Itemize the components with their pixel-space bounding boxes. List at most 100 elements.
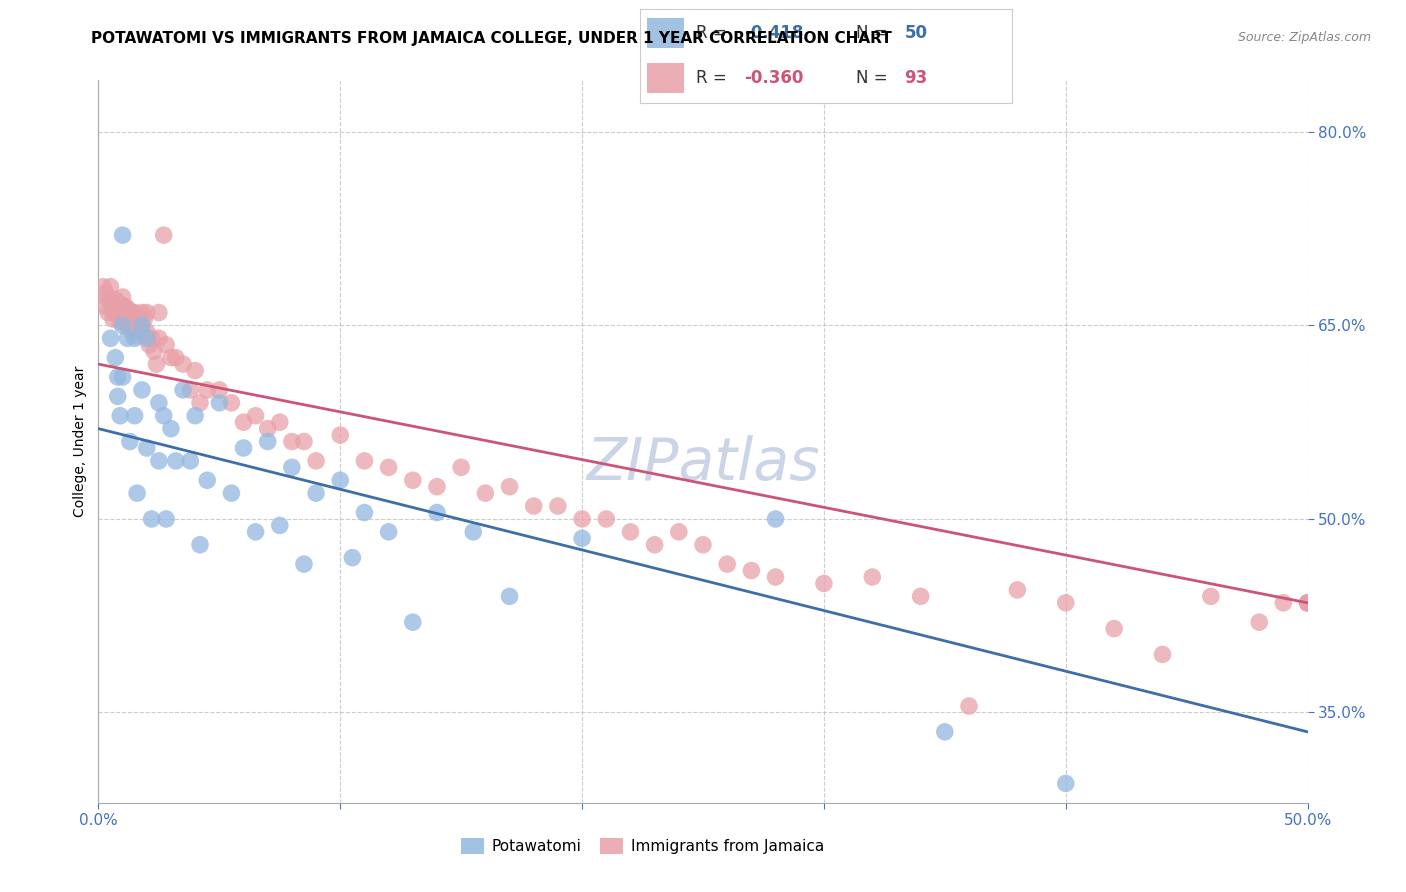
Point xyxy=(135,331,157,345)
Point xyxy=(292,434,315,449)
Bar xyxy=(647,18,685,48)
Point xyxy=(281,460,304,475)
Y-axis label: College, Under 1 year: College, Under 1 year xyxy=(73,366,87,517)
Point xyxy=(118,321,141,335)
Point xyxy=(1249,615,1271,630)
Point xyxy=(138,338,160,352)
Point xyxy=(329,428,352,442)
Point xyxy=(426,480,449,494)
Text: -0.418: -0.418 xyxy=(744,24,803,42)
Point xyxy=(740,564,762,578)
Point xyxy=(1102,622,1125,636)
Point xyxy=(498,480,520,494)
Point xyxy=(165,454,187,468)
Point xyxy=(813,576,835,591)
Point xyxy=(668,524,690,539)
Point xyxy=(107,295,129,310)
Point xyxy=(269,518,291,533)
Point xyxy=(117,318,139,333)
Point xyxy=(100,331,122,345)
Point xyxy=(100,279,122,293)
Point xyxy=(127,486,149,500)
Point xyxy=(474,486,496,500)
Point xyxy=(111,370,134,384)
Point xyxy=(101,312,124,326)
Point xyxy=(135,325,157,339)
Point xyxy=(547,499,569,513)
Point xyxy=(184,409,207,423)
Point xyxy=(934,724,956,739)
Text: -0.360: -0.360 xyxy=(744,70,803,87)
Point xyxy=(108,299,131,313)
Point xyxy=(1152,648,1174,662)
Point xyxy=(114,316,136,330)
Point xyxy=(245,409,267,423)
Point xyxy=(353,506,375,520)
Point xyxy=(450,460,472,475)
Point xyxy=(716,557,738,571)
Point xyxy=(765,570,787,584)
Point xyxy=(208,396,231,410)
Point xyxy=(188,396,211,410)
Point xyxy=(117,331,139,345)
Point xyxy=(692,538,714,552)
Point xyxy=(111,299,134,313)
Point xyxy=(145,357,167,371)
Point xyxy=(152,228,174,243)
Point xyxy=(232,415,254,429)
Point xyxy=(100,295,122,310)
Text: N =: N = xyxy=(856,24,893,42)
Point xyxy=(131,383,153,397)
Text: ZIPatlas: ZIPatlas xyxy=(586,434,820,491)
Point xyxy=(644,538,666,552)
Point xyxy=(143,344,166,359)
Point xyxy=(1296,596,1319,610)
Point xyxy=(135,305,157,319)
Point xyxy=(305,454,328,468)
Point xyxy=(523,499,546,513)
Point xyxy=(97,293,120,307)
Text: R =: R = xyxy=(696,70,731,87)
Point xyxy=(1272,596,1295,610)
Point xyxy=(107,370,129,384)
Point xyxy=(179,383,201,397)
Point xyxy=(221,486,243,500)
Legend: Potawatomi, Immigrants from Jamaica: Potawatomi, Immigrants from Jamaica xyxy=(456,832,830,860)
Point xyxy=(104,305,127,319)
Point xyxy=(281,434,304,449)
Point xyxy=(111,228,134,243)
Point xyxy=(131,318,153,333)
Point xyxy=(402,615,425,630)
Point xyxy=(148,396,170,410)
Point xyxy=(117,301,139,316)
Point xyxy=(195,473,218,487)
Point xyxy=(619,524,641,539)
Point xyxy=(188,538,211,552)
Point xyxy=(208,383,231,397)
Point xyxy=(160,422,183,436)
Point xyxy=(111,290,134,304)
Point xyxy=(124,409,146,423)
Point xyxy=(135,441,157,455)
Point xyxy=(131,305,153,319)
Point xyxy=(1199,590,1222,604)
Point xyxy=(402,473,425,487)
Text: 50: 50 xyxy=(904,24,928,42)
Point xyxy=(1054,776,1077,790)
Point xyxy=(571,531,593,545)
Point xyxy=(124,305,146,319)
Point xyxy=(134,312,156,326)
Point xyxy=(111,318,134,333)
Point xyxy=(160,351,183,365)
Point xyxy=(111,312,134,326)
Point xyxy=(463,524,485,539)
Point xyxy=(232,441,254,455)
Point xyxy=(107,308,129,322)
Text: 93: 93 xyxy=(904,70,928,87)
Point xyxy=(124,321,146,335)
Point xyxy=(184,363,207,377)
Point xyxy=(305,486,328,500)
Point xyxy=(121,305,143,319)
Point xyxy=(118,305,141,319)
Text: N =: N = xyxy=(856,70,893,87)
